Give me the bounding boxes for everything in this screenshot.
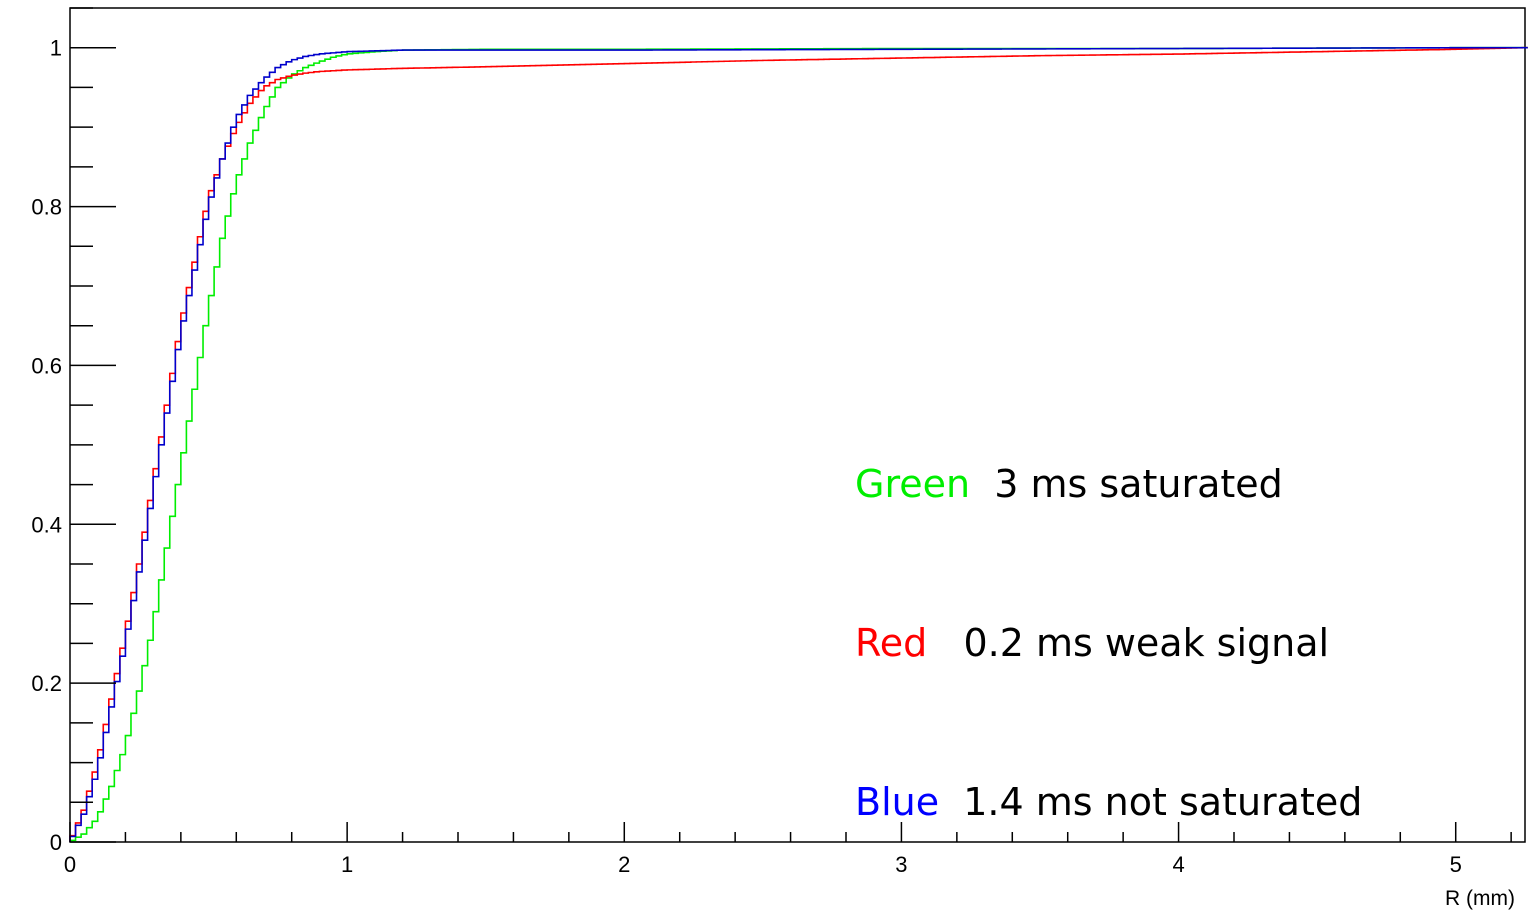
legend-name-green: Green (855, 462, 971, 506)
y-tick-label: 0.6 (31, 353, 62, 378)
series-line-red (69, 46, 1528, 842)
axes-layer: 0 1 2 3 4 5 0 0.2 0.4 0.6 0.8 1 (31, 7, 1512, 877)
legend-name-red: Red (855, 621, 928, 665)
x-tick-label: 1 (341, 852, 353, 877)
y-tick-label: 1 (50, 36, 62, 61)
series-layer (69, 46, 1528, 842)
y-tick-label: 0.2 (31, 671, 62, 696)
x-tick-label: 0 (64, 852, 76, 877)
legend-row-red: Red 0.2 ms weak signal (855, 617, 1362, 670)
legend-row-blue: Blue 1.4 ms not saturated (855, 776, 1362, 829)
plot-frame (69, 7, 1526, 843)
x-tick-label: 5 (1450, 852, 1462, 877)
x-tick-label: 3 (895, 852, 907, 877)
legend-text-red: 0.2 ms weak signal (927, 621, 1330, 665)
legend-text-blue: 1.4 ms not saturated (939, 780, 1363, 824)
x-tick-label: 2 (618, 852, 630, 877)
legend-text-green: 3 ms saturated (970, 462, 1283, 506)
series-line-blue (69, 46, 1528, 842)
x-axis-title: R (mm) (1445, 887, 1515, 910)
legend: Green 3 ms saturated Red 0.2 ms weak sig… (855, 352, 1362, 882)
y-tick-label: 0.4 (31, 512, 62, 537)
legend-row-green: Green 3 ms saturated (855, 458, 1362, 511)
x-tick-label: 4 (1172, 852, 1184, 877)
y-tick-label: 0.8 (31, 195, 62, 220)
y-tick-label: 0 (50, 830, 62, 855)
legend-name-blue: Blue (855, 780, 940, 824)
